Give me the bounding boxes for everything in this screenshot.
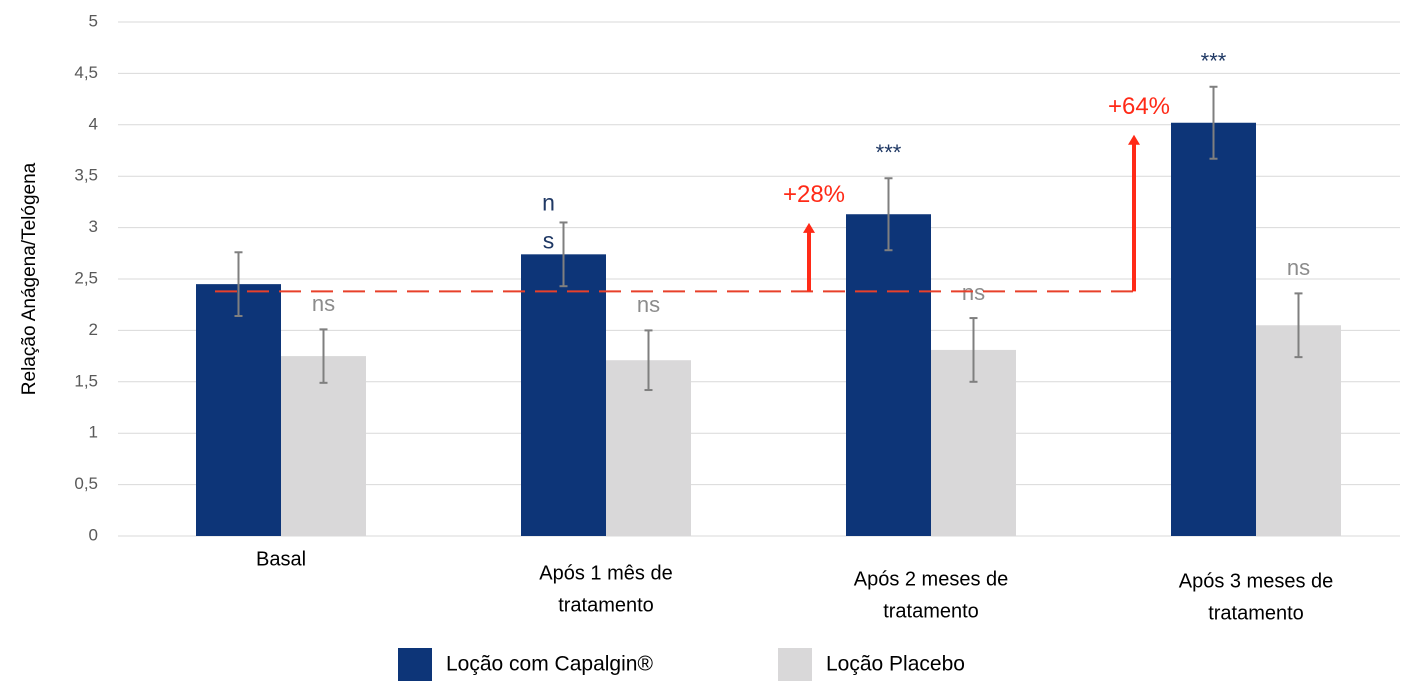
significance-label: n: [542, 190, 555, 216]
x-tick-label: Após 1 mês de: [539, 562, 672, 584]
bar: [1256, 325, 1341, 536]
significance-label: ns: [637, 292, 660, 317]
bar: [196, 284, 281, 536]
bar: [1171, 122, 1256, 536]
y-tick-label: 0: [89, 525, 98, 544]
y-tick-label: 1,5: [74, 371, 98, 390]
x-tick-label: tratamento: [883, 600, 979, 622]
y-tick-label: 2: [89, 320, 98, 339]
significance-label: ns: [962, 280, 985, 305]
y-tick-label: 5: [89, 11, 98, 30]
y-tick-label: 1: [89, 423, 98, 442]
significance-label: ns: [312, 291, 335, 316]
y-tick-label: 4: [89, 114, 98, 133]
legend-label: Loção com Capalgin®: [446, 653, 653, 676]
legend-swatch: [778, 648, 812, 681]
legend-swatch: [398, 648, 432, 681]
legend-label: Loção Placebo: [826, 653, 965, 676]
increase-label: +28%: [783, 181, 845, 208]
significance-label: ***: [876, 140, 902, 165]
bar: [521, 254, 606, 536]
arrow-head: [1128, 134, 1140, 145]
x-tick-label: tratamento: [558, 594, 654, 616]
y-tick-label: 2,5: [74, 268, 98, 287]
significance-label: ns: [1287, 255, 1310, 280]
y-tick-label: 4,5: [74, 63, 98, 82]
x-tick-label: Após 3 meses de: [1179, 570, 1334, 592]
y-tick-label: 3,5: [74, 166, 98, 185]
y-axis-label: Relação Anágena/Telógena: [19, 162, 40, 395]
increase-label: +64%: [1108, 93, 1170, 120]
x-tick-label: Basal: [256, 548, 306, 570]
y-tick-label: 3: [89, 217, 98, 236]
x-tick-label: tratamento: [1208, 602, 1304, 624]
bar: [846, 214, 931, 536]
significance-label: ***: [1201, 49, 1227, 74]
x-tick-label: Após 2 meses de: [854, 568, 1009, 590]
significance-label: s: [543, 228, 555, 254]
bar: [281, 356, 366, 536]
arrow-head: [803, 222, 815, 233]
y-tick-label: 0,5: [74, 474, 98, 493]
